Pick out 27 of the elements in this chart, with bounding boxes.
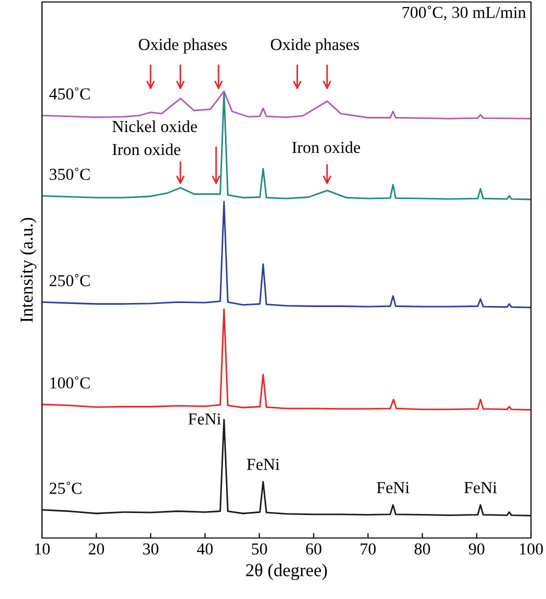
series-label: 250˚C bbox=[50, 274, 90, 286]
annotation: Nickel oxide bbox=[112, 120, 197, 132]
x-tick-label: 40 bbox=[196, 543, 213, 555]
annotation: FeNi bbox=[376, 482, 410, 494]
series-label: 100˚C bbox=[50, 376, 90, 389]
x-tick-label: 100 bbox=[520, 543, 543, 555]
x-tick-label: 20 bbox=[88, 543, 104, 555]
series-label: 25˚C bbox=[50, 482, 82, 494]
annotation: FeNi bbox=[246, 458, 280, 470]
x-tick-label: 30 bbox=[143, 543, 158, 555]
x-tick-label: 80 bbox=[414, 543, 430, 555]
x-tick-label: 70 bbox=[360, 543, 376, 555]
text: Oxide phases bbox=[270, 38, 359, 54]
y-axis-title: Intensity (a.u.) bbox=[20, 218, 36, 322]
series-label: 350˚C bbox=[50, 168, 90, 180]
x-tick-label: 60 bbox=[306, 543, 322, 555]
series-label: 450˚C bbox=[49, 87, 90, 100]
text: Oxide phases bbox=[138, 38, 227, 54]
x-axis-title: 2θ (degree) bbox=[246, 564, 327, 580]
annotation: FeNi bbox=[464, 482, 497, 494]
annotation: FeNi bbox=[188, 413, 221, 425]
annotation: Iron oxide bbox=[292, 141, 360, 154]
x-tick-label: 10 bbox=[35, 543, 50, 555]
annotation: Iron oxide bbox=[112, 143, 180, 156]
text: 700˚C, 30 mL/min bbox=[402, 6, 526, 20]
x-tick-label: 50 bbox=[252, 543, 268, 555]
x-tick-label: 90 bbox=[468, 543, 484, 555]
